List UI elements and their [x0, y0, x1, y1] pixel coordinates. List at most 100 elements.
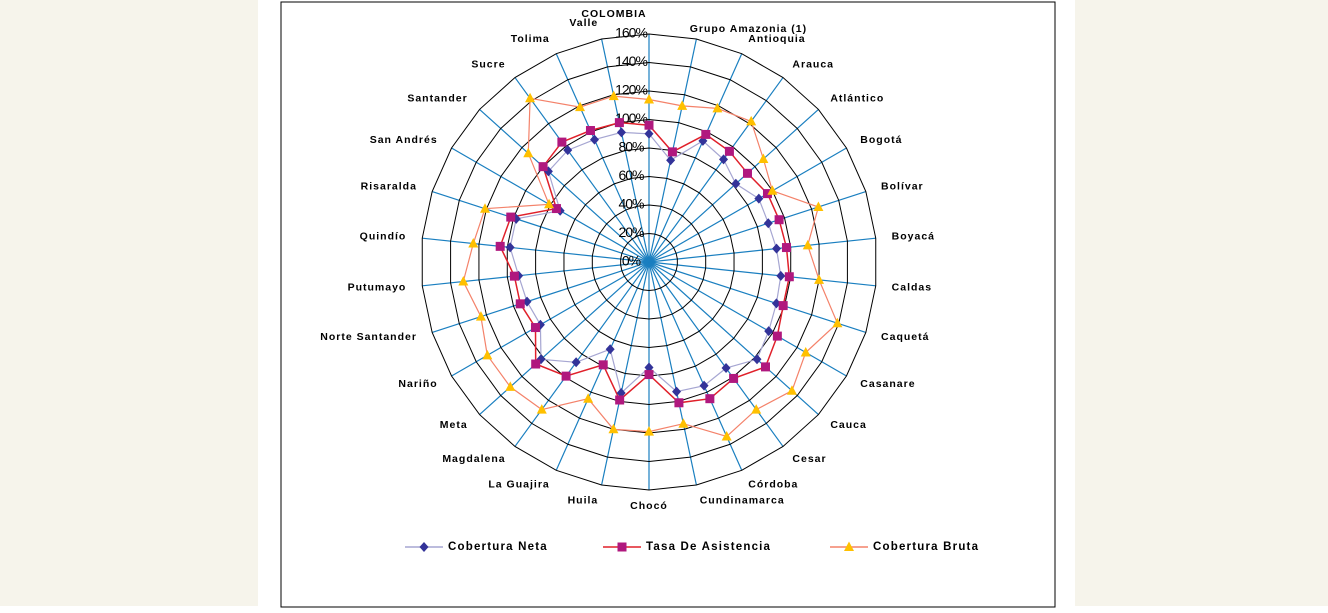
category-label: Putumayo [348, 281, 407, 293]
marker [506, 212, 516, 222]
marker [644, 120, 654, 130]
marker [667, 147, 677, 157]
legend-label: Cobertura Neta [448, 541, 548, 553]
y-tick-label: 20% [618, 224, 644, 240]
marker [644, 94, 654, 104]
marker [754, 193, 764, 204]
marker [762, 189, 772, 199]
category-label: Bolívar [881, 180, 924, 192]
marker [530, 323, 540, 333]
category-label: Córdoba [748, 479, 798, 491]
marker [585, 126, 595, 136]
category-label: Caldas [892, 281, 932, 293]
marker [721, 430, 732, 441]
category-label: Cesar [792, 453, 826, 465]
legend-label: Tasa De Asistencia [646, 541, 771, 553]
marker [536, 404, 547, 414]
marker [778, 301, 788, 311]
category-label: Norte Santander [320, 331, 417, 343]
category-label: Antioquia [748, 33, 805, 45]
marker [523, 147, 534, 158]
marker [458, 276, 469, 286]
marker [760, 362, 770, 372]
marker [764, 326, 774, 337]
category-label: Atlántico [830, 93, 884, 105]
grid-ring [591, 204, 707, 320]
marker [742, 168, 752, 178]
marker [551, 204, 561, 214]
category-label: Caquetá [881, 331, 929, 343]
category-label: Chocó [630, 500, 668, 512]
y-tick-label: 80% [618, 139, 644, 155]
y-tick-label: 140% [615, 53, 647, 69]
marker [563, 145, 573, 156]
marker [538, 162, 548, 172]
marker [505, 381, 516, 391]
category-label: Nariño [398, 378, 437, 390]
category-label: Magdalena [442, 453, 505, 465]
marker [678, 418, 689, 428]
category-label: Cundinamarca [700, 494, 785, 506]
marker [719, 154, 729, 165]
marker [515, 299, 525, 309]
category-label: Casanare [860, 378, 915, 390]
marker [615, 395, 625, 405]
marker [614, 118, 624, 128]
right-panel [1075, 0, 1328, 606]
category-label: La Guajira [488, 479, 549, 491]
marker [767, 185, 778, 195]
marker [763, 218, 773, 229]
category-label: Meta [440, 419, 468, 431]
marker [712, 102, 723, 113]
marker [776, 270, 786, 281]
category-label: Cauca [830, 419, 867, 431]
category-label: COLOMBIA [581, 8, 646, 20]
marker [666, 155, 676, 166]
category-label: Huila [568, 494, 599, 506]
marker [746, 115, 757, 126]
marker [772, 243, 782, 254]
grid-ring [421, 33, 877, 491]
marker [844, 541, 854, 551]
marker [616, 127, 626, 138]
y-tick-label: 120% [615, 82, 647, 98]
marker [598, 360, 608, 370]
category-label: Quindío [360, 230, 407, 242]
marker [482, 349, 493, 360]
marker [699, 380, 709, 391]
category-label: Arauca [792, 58, 834, 70]
y-tick-label: 160% [615, 25, 647, 41]
left-panel [0, 0, 258, 606]
marker [557, 137, 567, 147]
category-label: Boyacá [892, 230, 935, 242]
marker [475, 311, 486, 321]
marker [480, 203, 491, 213]
marker [644, 128, 654, 139]
marker [705, 394, 715, 404]
y-tick-label: 0% [622, 253, 641, 269]
marker [608, 423, 619, 434]
grid-ring [620, 232, 678, 292]
marker [571, 357, 581, 368]
marker [813, 201, 824, 211]
marker [644, 426, 654, 436]
marker [772, 331, 782, 341]
marker [575, 101, 586, 112]
grid-ring [563, 175, 735, 349]
marker [774, 215, 784, 225]
marker [509, 271, 519, 281]
category-label: Valle [569, 17, 598, 29]
marker [644, 362, 654, 373]
marker [729, 373, 739, 383]
marker [644, 370, 654, 380]
marker [786, 385, 797, 395]
marker [522, 296, 532, 307]
grid-ring [450, 61, 848, 463]
category-label: Risaralda [361, 180, 417, 192]
legend-label: Cobertura Bruta [873, 541, 979, 553]
marker [617, 542, 627, 552]
marker [784, 272, 794, 282]
y-tick-label: 40% [618, 196, 644, 212]
marker [468, 238, 479, 248]
